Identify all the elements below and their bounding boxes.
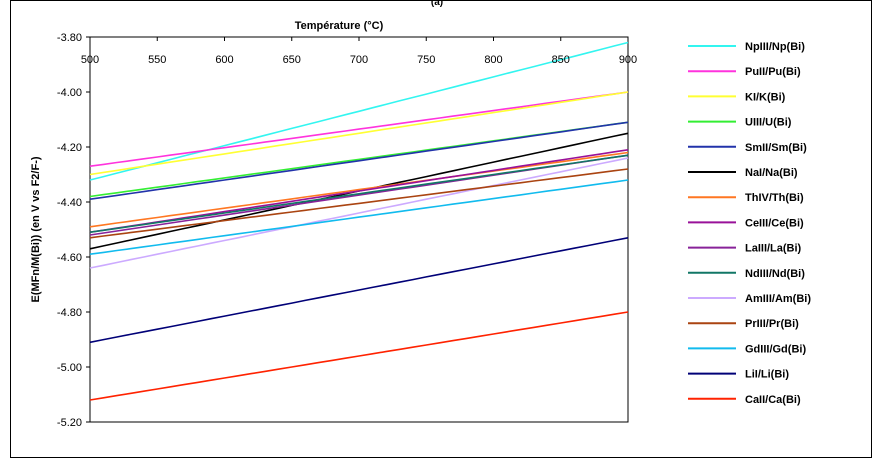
x-tick-label: 900 (619, 54, 637, 66)
series-line-14 (89, 311, 629, 401)
x-tick-label: 550 (148, 54, 166, 66)
series-line-7 (89, 149, 629, 233)
y-tick-label: -4.00 (57, 87, 82, 99)
legend-label: UIII/U(Bi) (745, 117, 792, 129)
series-lines (89, 41, 629, 401)
series-line-0 (89, 41, 629, 181)
y-tick-label: -4.60 (57, 252, 82, 264)
y-tick-label: -3.80 (57, 32, 82, 44)
legend-label: NdIII/Nd(Bi) (745, 268, 805, 280)
series-line-10 (89, 157, 629, 269)
y-axis-title: E(MFn/M(Bi)) (en V vs F2/F-) (30, 156, 42, 302)
series-line-1 (89, 91, 629, 167)
y-tick-label: -4.80 (57, 307, 82, 319)
legend-label: ThIV/Th(Bi) (745, 192, 804, 204)
series-line-6 (89, 151, 629, 228)
x-tick-label: 600 (215, 54, 233, 66)
series-line-13 (89, 237, 629, 344)
legend-label: CaII/Ca(Bi) (745, 394, 801, 406)
x-tick-label: 750 (417, 54, 435, 66)
x-tick-label: 700 (350, 54, 368, 66)
series-line-12 (89, 179, 629, 255)
legend-label: GdIII/Gd(Bi) (745, 343, 806, 355)
legend-label: KI/K(Bi) (745, 91, 786, 103)
legend-label: PrIII/Pr(Bi) (745, 318, 799, 330)
series-line-4 (89, 121, 629, 200)
legend-label: LaIII/La(Bi) (745, 243, 802, 255)
legend-label: SmII/Sm(Bi) (745, 142, 807, 154)
y-tick-label: -4.40 (57, 197, 82, 209)
y-tick-label: -4.20 (57, 142, 82, 154)
x-tick-label: 800 (484, 54, 502, 66)
legend-label: AmIII/Am(Bi) (745, 293, 811, 305)
y-tick-label: -5.00 (57, 362, 82, 374)
x-axis-title: Température (°C) (295, 20, 384, 32)
legend-label: NpIII/Np(Bi) (745, 41, 805, 53)
legend-label: LiI/Li(Bi) (745, 369, 789, 381)
chart-title: (a) (430, 0, 444, 8)
series-line-2 (89, 91, 629, 176)
plot-border (89, 36, 629, 423)
x-tick-labels: 500 550 600 650 700 750 800 850 900 (81, 37, 637, 66)
x-tick-label: 500 (81, 54, 99, 66)
series-line-9 (89, 154, 629, 233)
legend-label: NaI/Na(Bi) (745, 167, 798, 179)
plot-area (89, 36, 629, 423)
legend-label: PuII/Pu(Bi) (745, 66, 801, 78)
series-line-11 (89, 168, 629, 239)
legend: NpIII/Np(Bi) PuII/Pu(Bi) KI/K(Bi) UIII/U(Bi… (688, 41, 811, 406)
y-tick-label: -5.20 (57, 417, 82, 429)
legend-label: CeIII/Ce(Bi) (745, 217, 804, 229)
x-tick-label: 850 (552, 54, 570, 66)
y-tick-labels: -3.80 -4.00 -4.20 -4.40 -4.60 -4.80 -5.00 -5.20 (57, 32, 90, 429)
x-tick-label: 650 (283, 54, 301, 66)
